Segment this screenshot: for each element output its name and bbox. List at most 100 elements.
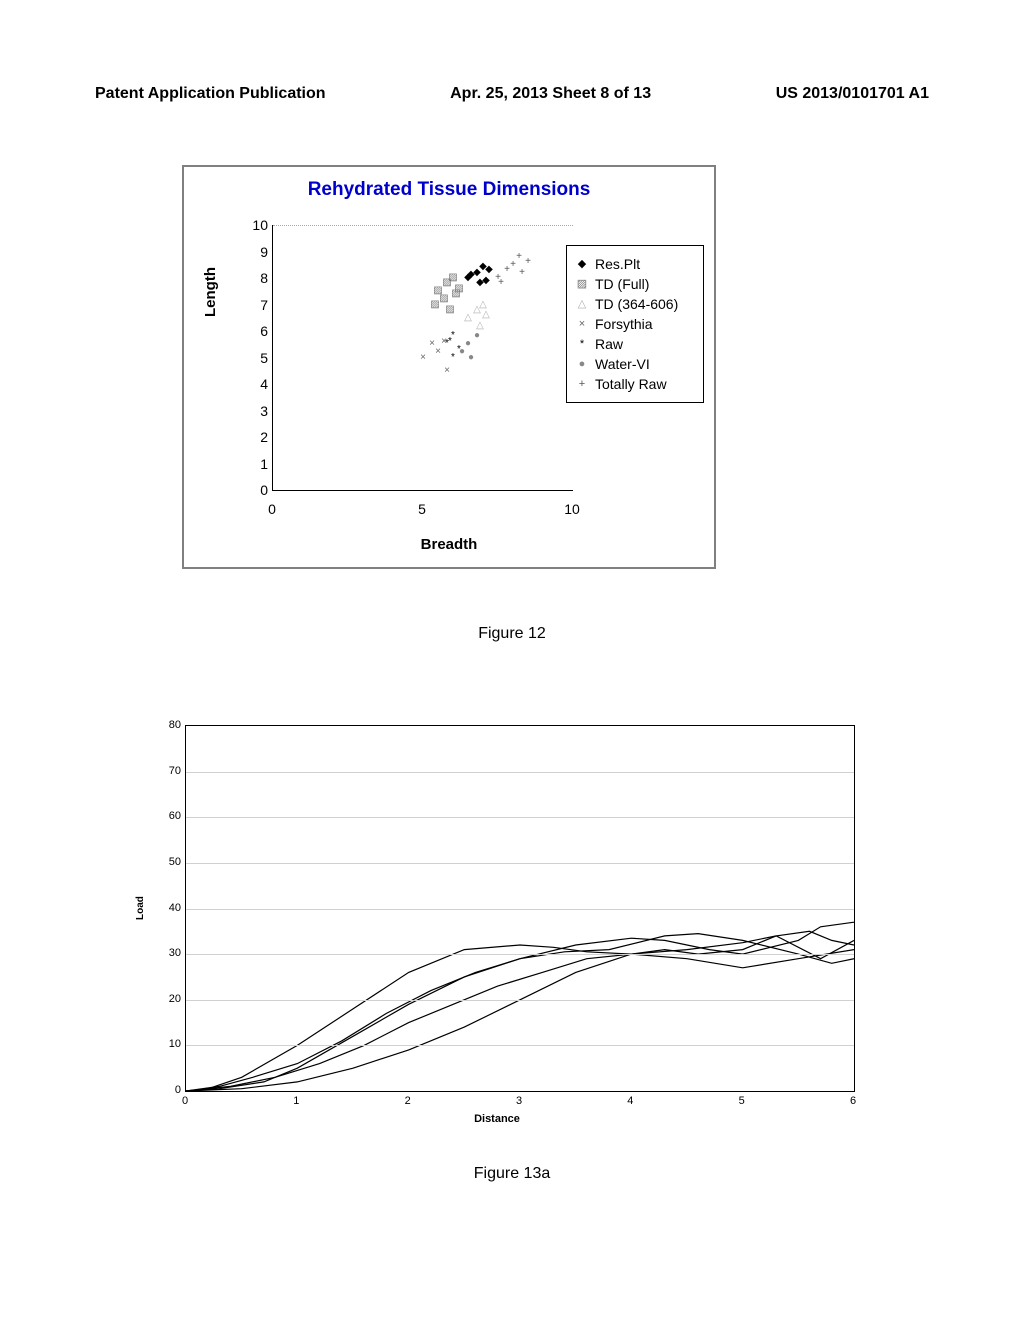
grid-line xyxy=(186,1000,854,1001)
x-tick: 10 xyxy=(562,501,582,517)
y-tick: 50 xyxy=(163,856,181,868)
page-header: Patent Application Publication Apr. 25, … xyxy=(95,85,929,103)
y-tick: 1 xyxy=(244,456,268,472)
data-point: + xyxy=(519,268,525,278)
y-tick: 0 xyxy=(163,1084,181,1096)
legend-marker-icon: + xyxy=(575,379,589,390)
y-tick: 40 xyxy=(163,902,181,914)
data-point: ◆ xyxy=(467,270,475,280)
data-point: ▨ xyxy=(439,294,448,304)
x-tick: 0 xyxy=(262,501,282,517)
data-point: × xyxy=(429,339,435,349)
legend-label: TD (Full) xyxy=(595,276,649,292)
data-point: + xyxy=(504,265,510,275)
y-tick: 0 xyxy=(244,482,268,498)
legend-marker-icon: △ xyxy=(575,299,589,310)
grid-line xyxy=(186,909,854,910)
y-axis-label: Length xyxy=(202,267,219,317)
legend-item: + Totally Raw xyxy=(575,376,695,392)
legend-item: ● Water-VI xyxy=(575,356,695,372)
data-point: △ xyxy=(464,313,472,323)
x-axis-label: Distance xyxy=(135,1113,859,1125)
y-tick: 30 xyxy=(163,947,181,959)
data-point: * xyxy=(451,353,455,363)
y-axis-label: Load xyxy=(135,896,146,920)
data-point: ▨ xyxy=(445,305,454,315)
data-point: ▨ xyxy=(451,289,460,299)
legend-item: ▨ TD (Full) xyxy=(575,276,695,292)
legend-label: Forsythia xyxy=(595,316,653,332)
legend-marker-icon: × xyxy=(575,319,589,330)
legend-label: TD (364-606) xyxy=(595,296,678,312)
x-tick: 5 xyxy=(737,1095,747,1107)
data-point: + xyxy=(516,252,522,262)
data-point: + xyxy=(525,257,531,267)
legend-marker-icon: * xyxy=(575,339,589,350)
legend-item: × Forsythia xyxy=(575,316,695,332)
data-point: ● xyxy=(459,347,465,357)
y-tick: 8 xyxy=(244,270,268,286)
x-tick: 2 xyxy=(403,1095,413,1107)
x-tick: 3 xyxy=(514,1095,524,1107)
y-tick: 10 xyxy=(163,1038,181,1050)
legend-label: Water-VI xyxy=(595,356,650,372)
x-tick: 1 xyxy=(291,1095,301,1107)
x-tick: 6 xyxy=(848,1095,858,1107)
x-tick: 4 xyxy=(625,1095,635,1107)
y-tick: 2 xyxy=(244,429,268,445)
grid-line xyxy=(186,1045,854,1046)
header-right: US 2013/0101701 A1 xyxy=(776,85,929,103)
data-series xyxy=(186,950,854,1091)
data-point: * xyxy=(448,337,452,347)
data-point: △ xyxy=(476,321,484,331)
y-tick: 4 xyxy=(244,376,268,392)
y-tick: 10 xyxy=(244,217,268,233)
y-tick: 70 xyxy=(163,765,181,777)
data-point: ◆ xyxy=(476,278,484,288)
figure-caption-13a: Figure 13a xyxy=(0,1165,1024,1183)
y-tick: 6 xyxy=(244,323,268,339)
data-point: × xyxy=(435,347,441,357)
y-tick: 3 xyxy=(244,403,268,419)
grid-line xyxy=(186,817,854,818)
header-left: Patent Application Publication xyxy=(95,85,326,103)
chart-load-distance: Load Distance 01020304050607080 0123456 xyxy=(135,720,859,1125)
legend-label: Totally Raw xyxy=(595,376,667,392)
y-tick: 20 xyxy=(163,993,181,1005)
legend-label: Raw xyxy=(595,336,623,352)
x-tick: 5 xyxy=(412,501,432,517)
data-point: △ xyxy=(482,310,490,320)
figure-caption-12: Figure 12 xyxy=(0,625,1024,643)
data-point: △ xyxy=(479,300,487,310)
data-point: ● xyxy=(465,339,471,349)
legend-marker-icon: ▨ xyxy=(575,279,589,290)
data-point: × xyxy=(444,366,450,376)
scatter-plot-area: ◆◆◆◆◆◆◆▨▨▨▨▨▨▨▨△△△△△×××××*****●●●●++++++… xyxy=(272,225,573,491)
y-tick: 9 xyxy=(244,244,268,260)
data-series xyxy=(186,934,854,1091)
y-tick: 7 xyxy=(244,297,268,313)
chart-title: Rehydrated Tissue Dimensions xyxy=(184,179,714,201)
x-axis-label: Breadth xyxy=(184,536,714,553)
data-point: ▨ xyxy=(430,300,439,310)
legend-item: ◆Res.Plt xyxy=(575,256,695,272)
legend-item: △ TD (364-606) xyxy=(575,296,695,312)
line-plot-area xyxy=(185,725,855,1092)
y-tick: 5 xyxy=(244,350,268,366)
data-point: ● xyxy=(474,331,480,341)
x-tick: 0 xyxy=(180,1095,190,1107)
data-point: ◆ xyxy=(485,265,493,275)
data-point: + xyxy=(510,260,516,270)
legend-item: * Raw xyxy=(575,336,695,352)
y-tick: 80 xyxy=(163,719,181,731)
data-point: ● xyxy=(468,353,474,363)
grid-line xyxy=(186,954,854,955)
data-point: × xyxy=(420,353,426,363)
header-center: Apr. 25, 2013 Sheet 8 of 13 xyxy=(450,85,651,103)
chart-legend: ◆Res.Plt ▨ TD (Full) △ TD (364-606) × Forsythi… xyxy=(566,245,704,403)
grid-line xyxy=(186,863,854,864)
data-series xyxy=(186,922,854,1091)
legend-marker-icon: ● xyxy=(575,359,589,370)
chart-rehydrated-tissue: Rehydrated Tissue Dimensions Length Brea… xyxy=(182,165,716,569)
data-point: ▨ xyxy=(448,273,457,283)
